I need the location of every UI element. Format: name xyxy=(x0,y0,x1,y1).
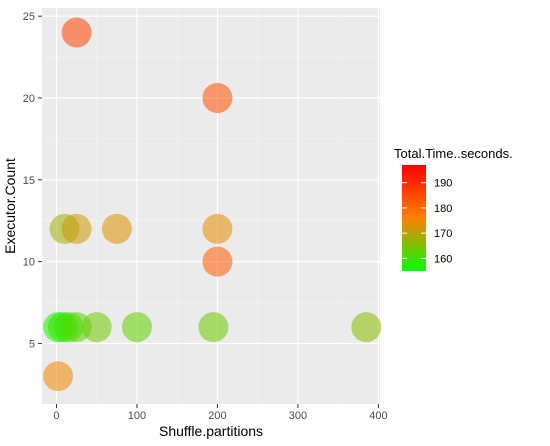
x-axis-title: Shuffle.partitions xyxy=(159,423,263,439)
legend-tick-label: 180 xyxy=(434,203,452,215)
color-legend: Total.Time..seconds. 160 170 180 190 xyxy=(394,146,513,271)
y-tick-label: 15 xyxy=(23,175,35,187)
y-axis-title: Executor.Count xyxy=(2,158,18,254)
plot-panel xyxy=(42,8,380,404)
data-point xyxy=(101,213,132,244)
data-point xyxy=(351,312,382,343)
x-tick-label: 400 xyxy=(369,410,387,422)
data-point xyxy=(61,213,92,244)
data-point xyxy=(202,83,233,113)
data-point xyxy=(121,312,152,343)
data-point xyxy=(81,312,112,343)
legend-colorbar xyxy=(402,165,426,271)
y-axis-ticks: 5 10 15 20 25 xyxy=(23,11,42,350)
legend-tick-label: 170 xyxy=(434,228,452,240)
data-point xyxy=(202,246,233,277)
legend-tick-label: 160 xyxy=(434,253,452,265)
y-tick-label: 20 xyxy=(23,93,35,105)
data-points xyxy=(43,17,382,392)
data-point xyxy=(43,361,74,392)
legend-title: Total.Time..seconds. xyxy=(394,146,513,161)
y-tick-label: 10 xyxy=(23,257,35,269)
x-tick-label: 300 xyxy=(289,410,307,422)
y-tick-label: 25 xyxy=(23,11,35,23)
x-tick-label: 100 xyxy=(128,410,146,422)
data-point xyxy=(61,17,92,48)
legend-tick-label: 190 xyxy=(434,178,452,190)
y-tick-label: 5 xyxy=(29,338,35,350)
legend-ticks: 160 170 180 190 xyxy=(402,178,452,265)
data-point xyxy=(198,312,229,343)
x-axis-ticks: 0 100 200 300 400 xyxy=(53,404,388,422)
x-tick-label: 200 xyxy=(208,410,226,422)
x-tick-label: 0 xyxy=(53,410,59,422)
data-point xyxy=(202,213,233,244)
